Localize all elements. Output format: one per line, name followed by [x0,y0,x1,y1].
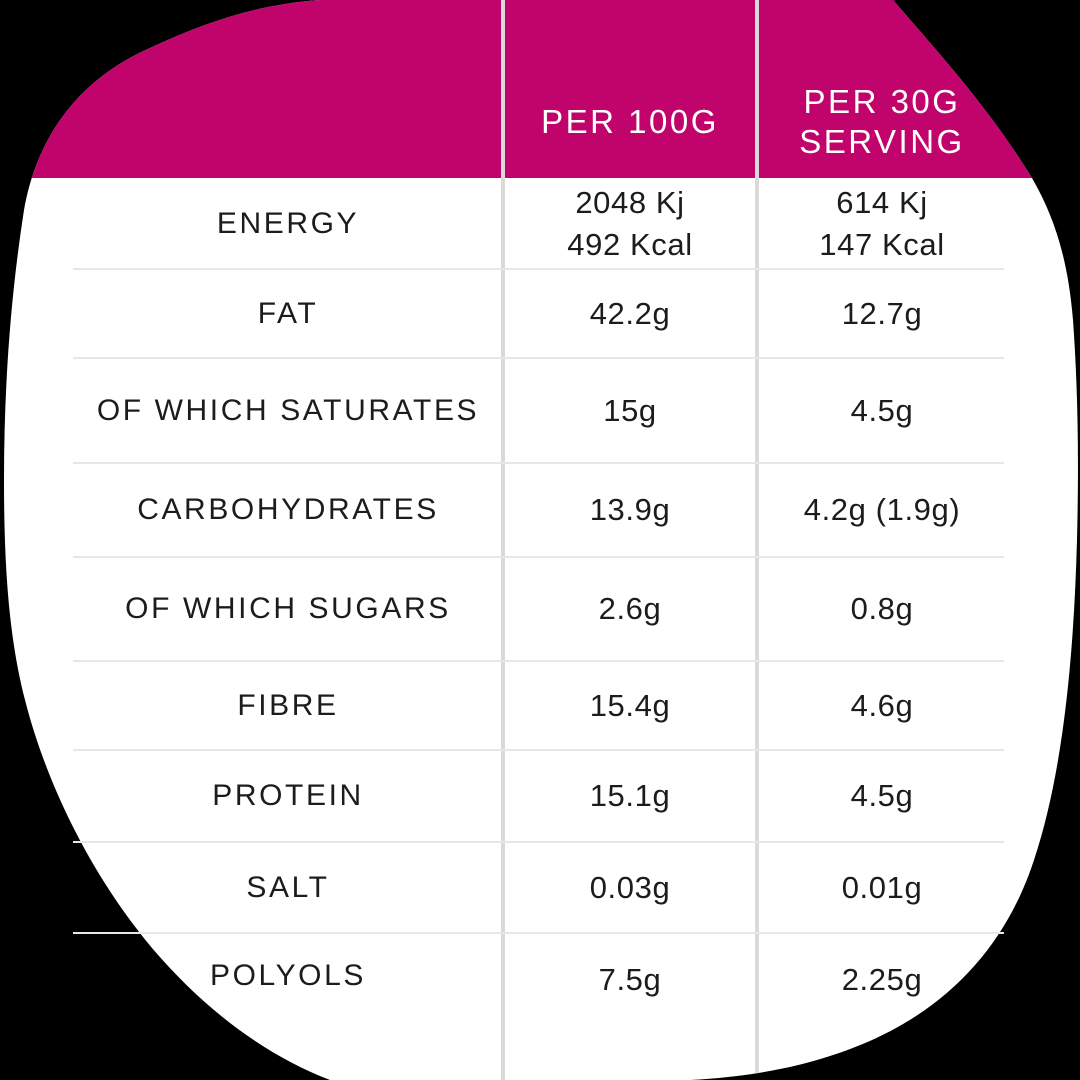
row-divider [73,268,1004,270]
spacer [0,269,73,358]
energy-per-100g: 2048 Kj 492 Kcal [567,184,693,262]
column-header-per-30g-serving: PER 30G SERVING [799,82,965,160]
salt-per-30g: 0.01g [841,869,923,905]
table-header: PER 100G PER 30G SERVING [0,0,1080,178]
column-header-per-100g: PER 100G [541,102,719,140]
column-line-1 [501,0,505,1080]
row-label-protein: PROTEIN [212,779,364,812]
row-label-carbohydrates: CARBOHYDRATES [137,493,439,526]
spacer [0,358,73,463]
salt-per-100g: 0.03g [589,869,671,905]
row-divider [73,462,1004,464]
column-line-2 [755,0,759,1080]
row-label-saturates: OF WHICH SATURATES [96,393,480,427]
row-label-energy: ENERGY [216,206,360,240]
row-label-fat: FAT [257,296,319,330]
table-body: ENERGY 2048 Kj 492 Kcal 614 Kj 147 Kcal … [0,178,1080,1080]
polyols-per-100g: 7.5g [598,962,662,997]
row-divider [73,556,1004,558]
spacer [0,557,73,661]
row-label-polyols: POLYOLS [209,959,367,992]
spacer [0,750,73,842]
row-divider [73,660,1004,662]
row-label-fibre: FIBRE [237,688,339,722]
row-divider [73,357,1004,359]
spacer [0,463,73,557]
label-blob [4,0,1078,1080]
fibre-per-30g: 4.6g [850,687,914,723]
spacer [0,661,73,750]
carbohydrates-per-100g: 13.9g [589,492,671,528]
protein-per-100g: 15.1g [589,778,671,814]
saturates-per-100g: 15g [603,392,657,428]
polyols-per-30g: 2.25g [841,962,923,997]
saturates-per-30g: 4.5g [850,392,914,428]
row-divider [73,749,1004,751]
row-divider [73,841,1004,843]
row-label-sugars: OF WHICH SUGARS [125,592,451,625]
sugars-per-100g: 2.6g [598,591,662,627]
carbohydrates-per-30g: 4.2g (1.9g) [803,492,961,528]
spacer [0,933,73,1080]
energy-per-30g: 614 Kj 147 Kcal [819,184,945,262]
fat-per-30g: 12.7g [841,295,923,331]
row-label-salt: SALT [246,870,330,904]
fat-per-100g: 42.2g [589,295,671,331]
spacer [0,842,73,933]
fibre-per-100g: 15.4g [589,687,671,723]
protein-per-30g: 4.5g [850,778,914,814]
row-divider [73,932,1004,934]
spacer [0,178,73,269]
sugars-per-30g: 0.8g [850,591,914,627]
